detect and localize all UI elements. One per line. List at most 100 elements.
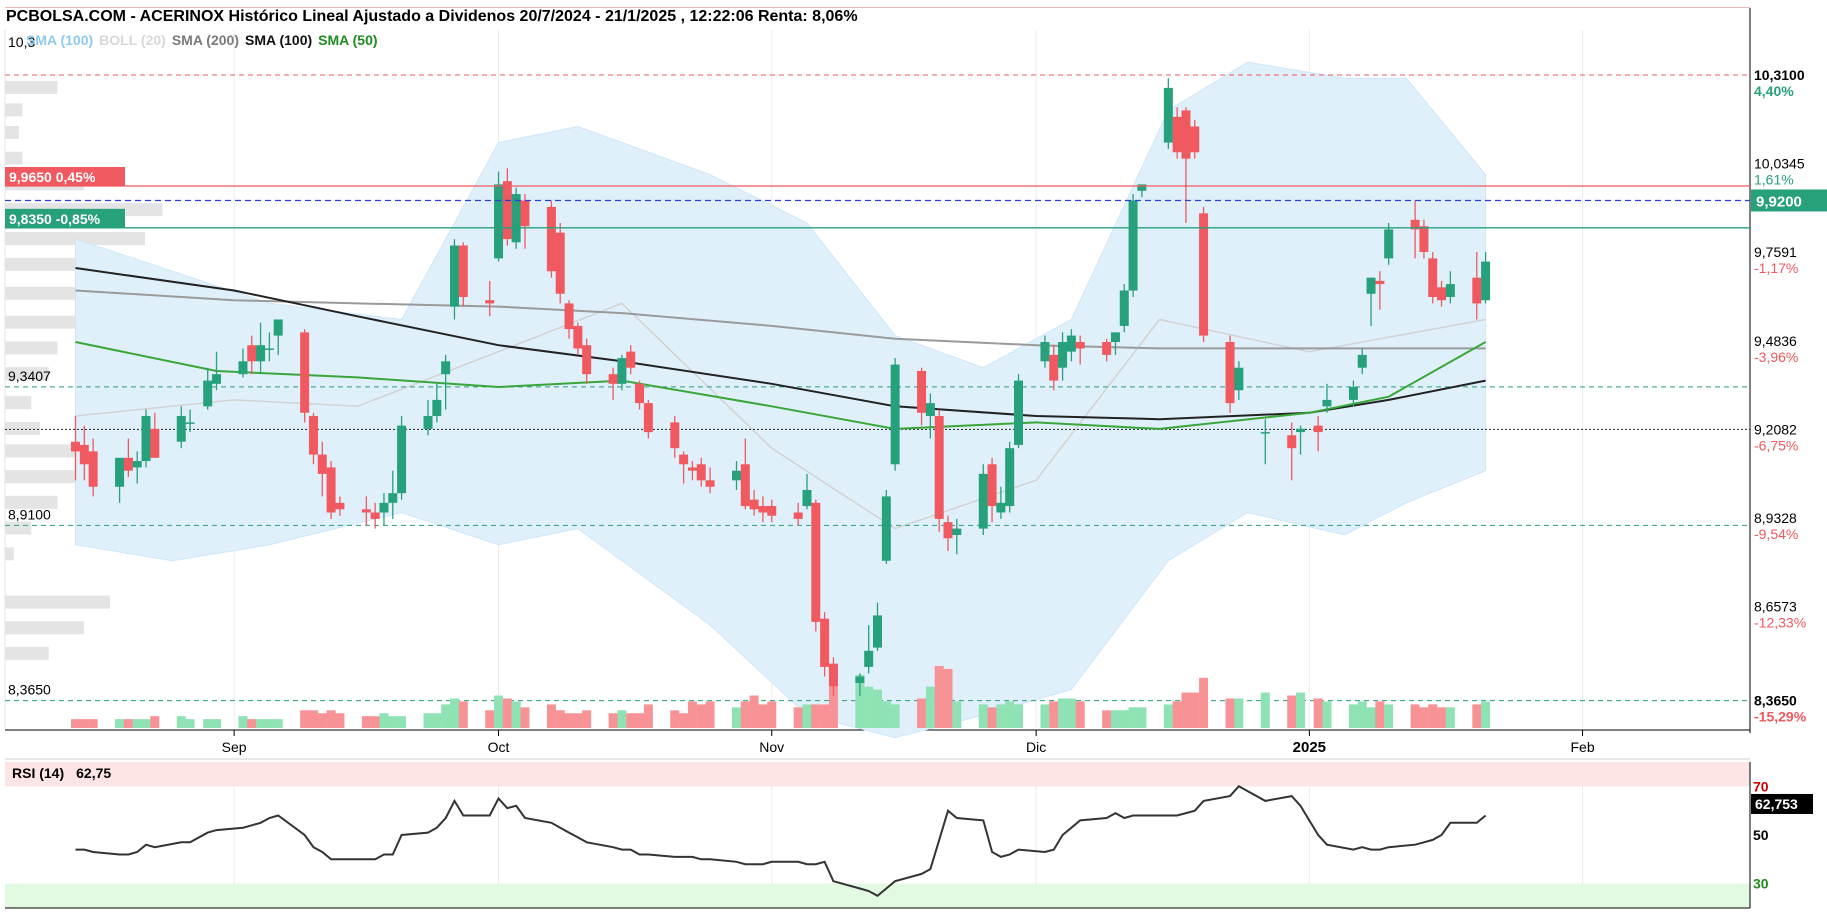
chart-title: PCBOLSA.COM - ACERINOX Histórico Lineal … (6, 8, 858, 25)
candle-body (564, 303, 574, 330)
volume-bar (264, 719, 274, 728)
volume-bar (864, 686, 874, 728)
volume-profile-bar (5, 103, 23, 117)
volume-bar (546, 704, 556, 728)
candle-body (802, 489, 812, 507)
candle-body (1058, 342, 1068, 368)
volume-profile-bar (5, 151, 23, 165)
volume-bar (873, 689, 882, 728)
volume-bar (185, 719, 195, 728)
volume-bar (1110, 710, 1120, 728)
candle-body (1172, 116, 1182, 153)
candle-body (978, 473, 988, 529)
volume-bar (643, 704, 653, 728)
candle-body (485, 300, 495, 304)
volume-bar (1384, 704, 1394, 728)
candle-body (449, 245, 459, 307)
volume-bar (1260, 692, 1270, 728)
candle-body (679, 454, 689, 465)
candle-body (1119, 290, 1129, 326)
candle-body (943, 522, 953, 539)
legend-sma50: SMA (50) (318, 32, 377, 48)
volume-bar (256, 719, 266, 728)
volume-bar (1049, 701, 1059, 728)
candle-body (1014, 380, 1024, 445)
y-tick-label: 8,3650 (1754, 693, 1797, 709)
level-label: 9,3407 (8, 368, 51, 384)
volume-bar (1128, 707, 1138, 728)
volume-bar (890, 704, 900, 728)
candle-body (1437, 287, 1447, 301)
candle-body (388, 493, 398, 503)
volume-bar (1410, 704, 1420, 728)
volume-bar (388, 716, 398, 728)
y-tick-label: 8,6573 (1754, 599, 1797, 615)
volume-bar (1172, 701, 1182, 728)
y-tick-pct: 1,61% (1754, 172, 1794, 188)
candle-body (881, 496, 891, 561)
volume-bar (1040, 704, 1050, 728)
rsi-title: RSI (14) 62,75 (12, 765, 111, 781)
volume-bar (273, 719, 283, 728)
candle-body (1419, 226, 1429, 252)
candle-body (361, 509, 371, 513)
candle-body (573, 325, 583, 349)
volume-bar (978, 704, 988, 728)
volume-bar (705, 701, 715, 728)
candle-body (1375, 280, 1385, 285)
candle-body (203, 380, 213, 407)
candle-body (256, 345, 266, 362)
volume-profile-bar (5, 421, 40, 435)
volume-bar (379, 713, 389, 728)
volume-bar (1163, 704, 1173, 728)
volume-bar (1357, 701, 1367, 728)
candle-body (1296, 428, 1306, 433)
candle-body (1066, 335, 1076, 352)
y-tick-label: 10,3100 (1754, 67, 1805, 83)
candle-body (758, 506, 768, 513)
chart-labels: PCBOLSA.COM - ACERINOX Histórico Lineal … (6, 8, 858, 781)
candle-body (123, 457, 133, 471)
y-tick-pct: 4,40% (1754, 83, 1794, 99)
candle-body (1260, 432, 1270, 434)
candle-body (441, 361, 451, 375)
candle-body (811, 502, 821, 622)
volume-bar (326, 710, 336, 728)
candle-body (767, 506, 777, 516)
volume-bar (749, 695, 759, 728)
volume-bar (1199, 677, 1209, 728)
volume-bar (564, 713, 574, 728)
volume-bar (696, 704, 706, 728)
volume-bar (494, 695, 504, 728)
candle-body (494, 184, 504, 259)
legend: SMA (100) BOLL (20) SMA (200) SMA (100) SMA … (26, 32, 378, 48)
candle-body (247, 345, 257, 362)
top-value-label: 10,3 (8, 34, 35, 50)
candle-body (608, 374, 618, 384)
candle-body (705, 480, 715, 487)
current-price-tag (1751, 189, 1827, 212)
volume-bar (88, 719, 98, 728)
candle-body (79, 444, 89, 465)
y-tick-pct: -15,29% (1754, 709, 1807, 725)
volume-bar (1075, 701, 1085, 728)
candle-body (300, 332, 310, 413)
volume-profile-bar (5, 647, 49, 661)
candle-body (88, 451, 98, 487)
rsi-level-label: 70 (1753, 778, 1769, 794)
candle-body (370, 512, 380, 519)
rsi-current-label: 62,753 (1755, 796, 1798, 812)
candle-body (740, 464, 750, 507)
volume-bar (608, 713, 618, 728)
y-tick-pct: -1,17% (1754, 260, 1798, 276)
volume-bar (1058, 698, 1068, 728)
rsi-level-label: 50 (1753, 827, 1769, 843)
current-price-label: 9,9200 (1756, 193, 1802, 210)
volume-bar (758, 704, 768, 728)
candle-body (150, 428, 160, 458)
candle-body (555, 232, 565, 294)
volume-bar (855, 674, 865, 728)
volume-bar (335, 713, 345, 728)
volume-bar (1190, 692, 1200, 728)
